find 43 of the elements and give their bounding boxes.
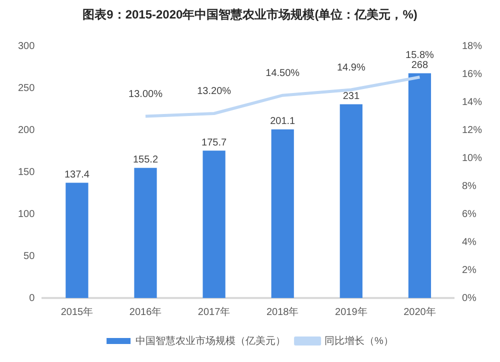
data-label: 268 <box>411 60 428 71</box>
y2-tick-label: 4% <box>462 236 477 248</box>
y2-tick-label: 0% <box>462 292 477 304</box>
data-label: 231 <box>342 91 360 102</box>
y2-tick-label: 2% <box>462 264 477 276</box>
bar <box>66 182 88 298</box>
y2-tick-label: 8% <box>462 180 477 192</box>
y2-tick-label: 18% <box>462 41 482 52</box>
bar <box>408 73 432 298</box>
data-label: 14.9% <box>336 62 366 74</box>
data-label: 137.4 <box>64 170 90 181</box>
x-tick-label: 2018年 <box>266 306 299 318</box>
bar <box>271 129 294 298</box>
data-label: 175.7 <box>202 137 228 148</box>
data-label: 201.1 <box>270 116 296 128</box>
y2-tick-label: 12% <box>462 125 482 136</box>
data-label: 14.50% <box>266 68 300 80</box>
y-tick-label: 150 <box>18 166 36 178</box>
y2-tick-label: 6% <box>462 208 477 220</box>
x-tick-label: 2016年 <box>129 306 162 318</box>
chart-title: 图表9：2015-2020年中国智慧农业市场规模(单位：亿美元，%) <box>82 8 418 22</box>
y2-tick-label: 14% <box>462 97 482 108</box>
bar <box>340 104 362 298</box>
data-label: 155.2 <box>132 154 158 166</box>
bar <box>134 168 157 298</box>
legend-label: 同比增长（%） <box>324 334 394 347</box>
x-tick-label: 2015年 <box>60 306 94 318</box>
y-tick-label: 100 <box>18 208 36 220</box>
x-tick-label: 2019年 <box>335 306 368 318</box>
y2-tick-label: 10% <box>462 152 482 164</box>
data-label: 13.00% <box>128 89 163 100</box>
data-label: 13.20% <box>197 86 232 98</box>
bar <box>202 150 226 298</box>
x-tick-label: 2020年 <box>404 306 436 318</box>
y-tick-label: 250 <box>18 83 36 94</box>
y-tick-label: 0 <box>29 292 36 304</box>
legend-label: 中国智慧农业市场规模（亿美元） <box>136 334 286 347</box>
data-label: 15.8% <box>406 50 434 61</box>
y-tick-label: 200 <box>18 125 36 136</box>
y-tick-label: 300 <box>18 41 36 52</box>
x-tick-label: 2017年 <box>198 306 230 318</box>
y2-tick-label: 16% <box>462 69 482 80</box>
y-tick-label: 50 <box>24 250 36 262</box>
